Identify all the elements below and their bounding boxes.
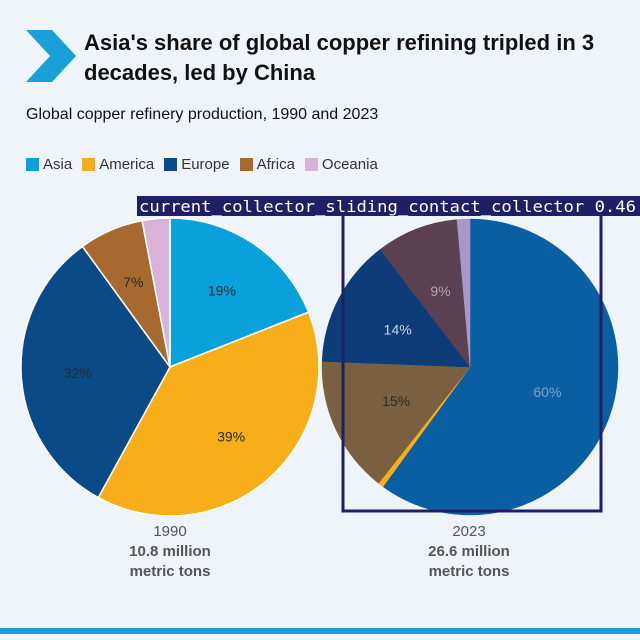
- slice-oceania-2023-5: [456, 218, 471, 368]
- bottom-accent-bar: [0, 628, 640, 634]
- legend-swatch-africa: [239, 158, 253, 171]
- slice-label-europe-2023: 14%: [384, 322, 412, 338]
- slice-oceania-1990-4: [141, 217, 171, 368]
- pie-2023: 60% 15% 14% 9%: [321, 218, 619, 516]
- legend-swatch-asia: [26, 158, 39, 171]
- slice-america-1990-1: [97, 311, 320, 517]
- slice-africa-2023-2: [321, 361, 471, 484]
- detection-label-background: [137, 196, 640, 216]
- slice-label-africa-2023: 15%: [382, 393, 410, 409]
- pie-1990: 19% 39% 32% 7%: [20, 217, 320, 517]
- caption-1990: 1990 10.8 million metric tons: [70, 522, 270, 582]
- page-title: Asia's share of global copper refining t…: [84, 30, 595, 85]
- slice-label-asia-2023: 60%: [533, 384, 561, 400]
- slice-europe-2023-3: [321, 249, 471, 368]
- caption-amount: 26.6 million: [428, 543, 510, 560]
- caption-year: 2023: [452, 523, 486, 540]
- chevron-arrow-icon: [26, 30, 76, 82]
- caption-unit: metric tons: [129, 563, 211, 580]
- legend-item-asia: Asia: [26, 156, 72, 173]
- legend-swatch-europe: [164, 158, 178, 171]
- legend: Asia America Europe Africa Oceania: [26, 156, 378, 173]
- legend-label-asia: Asia: [43, 156, 73, 173]
- legend-item-africa: Africa: [239, 156, 295, 173]
- legend-label-africa: Africa: [256, 156, 295, 173]
- slice-label-asia-1990: 19%: [208, 283, 236, 299]
- slice-africa-2023-4: [379, 219, 471, 368]
- legend-item-america: America: [82, 156, 154, 173]
- chart-subtitle: Global copper refinery production, 1990 …: [26, 106, 379, 123]
- slice-asia-2023-0: [382, 218, 619, 516]
- legend-label-america: America: [99, 156, 155, 173]
- legend-swatch-oceania: [304, 158, 318, 171]
- legend-label-oceania: Oceania: [321, 156, 378, 173]
- slice-europe-1990-2: [20, 245, 171, 499]
- legend-label-europe: Europe: [181, 156, 230, 173]
- slice-label-america-1990: 39%: [217, 428, 245, 444]
- slice-asia-1990-0: [169, 217, 310, 369]
- caption-year: 1990: [153, 523, 187, 540]
- detection-overlay: current_collector_sliding_contact_collec…: [137, 196, 640, 513]
- legend-swatch-america: [82, 158, 96, 171]
- header: Asia's share of global copper refining t…: [26, 28, 626, 88]
- legend-item-oceania: Oceania: [304, 156, 378, 173]
- caption-amount: 10.8 million: [129, 543, 211, 560]
- legend-item-europe: Europe: [164, 156, 230, 173]
- slice-label-europe-1990: 32%: [64, 365, 92, 381]
- slice-label-africa-2023: 9%: [430, 283, 450, 299]
- detection-label: current_collector_sliding_contact_collec…: [139, 197, 636, 216]
- caption-unit: metric tons: [428, 563, 510, 580]
- caption-2023: 2023 26.6 million metric tons: [369, 522, 569, 582]
- slice-label-africa-1990: 7%: [123, 274, 143, 290]
